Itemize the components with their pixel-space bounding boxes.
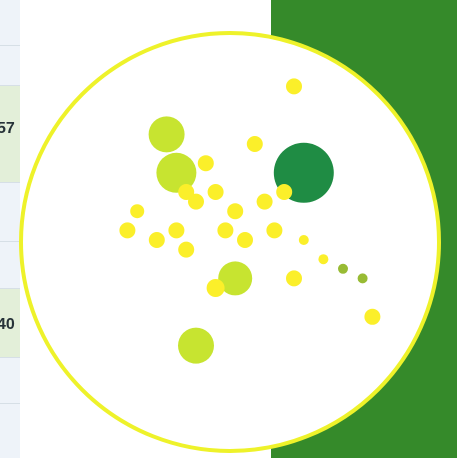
left-table-strip: 57 40	[0, 0, 40, 458]
bubble-point	[364, 308, 381, 325]
bubble-group	[119, 78, 381, 364]
table-cell	[0, 289, 20, 358]
bubble-point	[197, 155, 214, 172]
bubble-point	[218, 261, 253, 296]
bubble-point	[178, 241, 195, 258]
bubble-point	[130, 204, 145, 219]
bubble-point	[178, 184, 195, 200]
table-cell	[0, 358, 20, 404]
table-cell	[0, 0, 20, 46]
table-cell	[0, 183, 20, 242]
bubble-point	[168, 222, 185, 239]
table-cell	[0, 86, 20, 183]
bubble-point	[156, 152, 197, 193]
bubble-point	[286, 270, 302, 287]
bubble-point	[206, 279, 225, 297]
bubble-point	[217, 222, 234, 239]
bubble-point	[188, 193, 204, 210]
bubble-point	[207, 184, 224, 200]
bubble-point	[256, 193, 273, 210]
bubble-point	[357, 273, 368, 284]
bubble-point	[276, 184, 293, 200]
bubble-point	[237, 232, 253, 248]
bubble-point	[338, 263, 348, 274]
bubble-point	[227, 203, 244, 220]
bubble-point	[246, 136, 263, 152]
bubble-point	[178, 327, 214, 364]
table-cell	[0, 404, 20, 458]
table-value: 57	[0, 120, 15, 137]
table-value: 40	[0, 316, 15, 333]
table-cell	[0, 242, 20, 289]
bubble-point	[266, 222, 283, 239]
bubble-point	[286, 78, 302, 95]
table-cell	[0, 46, 20, 86]
bubble-point	[119, 222, 136, 239]
bubble-point	[318, 254, 329, 265]
bubble-point	[148, 232, 165, 248]
chart-ring	[19, 31, 441, 453]
bubble-point	[298, 235, 309, 245]
bubble-point	[148, 116, 185, 153]
